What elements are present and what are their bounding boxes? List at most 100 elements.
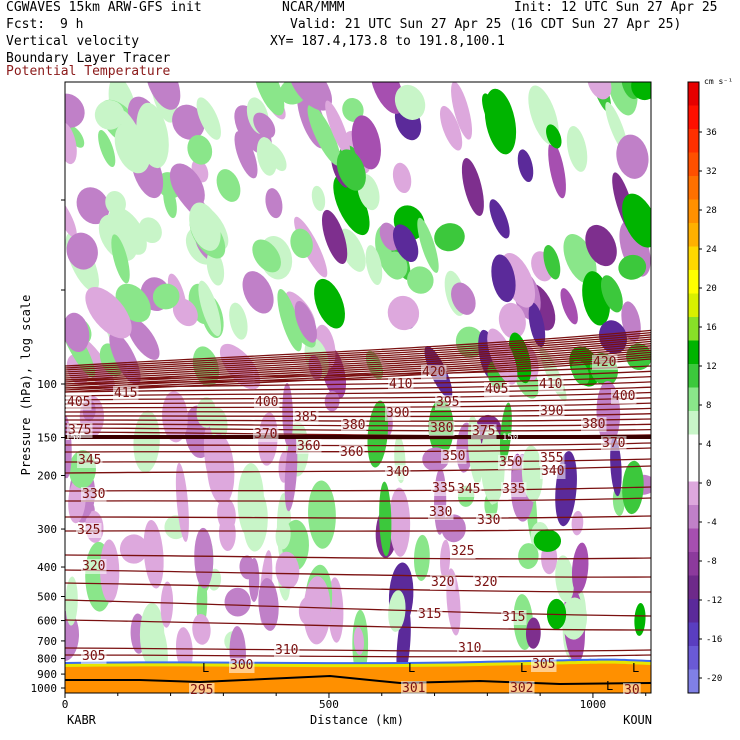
velocity-cell — [325, 100, 351, 157]
theta-label-bg — [441, 449, 467, 464]
colorbar-segment — [688, 105, 699, 130]
theta-label-bg — [435, 395, 461, 410]
theta-label: 345 — [78, 453, 101, 468]
theta-label: 400 — [255, 395, 278, 410]
colorbar-tick-label: -20 — [706, 674, 722, 684]
theta-contour — [65, 353, 651, 389]
theta-label-bg — [498, 455, 524, 470]
velocity-cell — [498, 302, 526, 339]
theta-label-bg — [293, 410, 319, 425]
theta-label-bg — [539, 404, 565, 419]
colorbar-segment — [688, 575, 699, 600]
velocity-cell — [196, 97, 221, 140]
velocity-cell — [392, 162, 412, 194]
velocity-cell — [482, 93, 502, 133]
right-endpoint-label: KOUN — [623, 713, 652, 727]
theta-label: 385 — [294, 410, 317, 425]
theta-label-bg — [76, 523, 102, 538]
theta-contour — [65, 340, 651, 377]
velocity-cell — [288, 82, 333, 111]
velocity-cell — [585, 224, 617, 267]
colorbar-segment — [688, 599, 699, 623]
theta-label: 310 — [458, 641, 481, 656]
y-tick-label: 900 — [37, 668, 57, 681]
field-vertical-velocity: Vertical velocity — [6, 34, 140, 49]
theta-label: 30 — [624, 683, 640, 698]
theta-label-bg — [417, 607, 443, 622]
theta-label-bg — [428, 505, 454, 520]
velocity-cell — [127, 317, 160, 360]
theta-contour — [65, 527, 651, 532]
colorbar-segment — [688, 246, 699, 271]
velocity-cell — [634, 603, 646, 636]
velocity-cell — [407, 266, 434, 294]
velocity-cell — [284, 433, 298, 512]
velocity-cell — [242, 271, 274, 314]
velocity-cell — [294, 301, 317, 343]
colorbar-segment — [688, 223, 699, 247]
colorbar-segment — [688, 129, 699, 153]
colorbar-segment — [688, 458, 699, 482]
theta-label: 320 — [474, 575, 497, 590]
velocity-cell — [169, 163, 205, 208]
velocity-cell — [571, 510, 584, 536]
theta-label: 410 — [389, 377, 412, 392]
velocity-cell — [543, 245, 561, 280]
theta-label: 350 — [442, 449, 465, 464]
theta-label: 330 — [82, 487, 105, 502]
theta-contour — [65, 407, 651, 413]
velocity-cell — [353, 627, 364, 655]
low-marker: L — [408, 661, 415, 675]
velocity-cell — [265, 188, 283, 219]
velocity-cell — [451, 82, 473, 140]
y-tick-label: 600 — [37, 615, 57, 628]
velocity-cell — [311, 185, 326, 212]
velocity-cell — [518, 543, 539, 569]
theta-label: 315 — [418, 607, 441, 622]
valid-time: Valid: 21 UTC Sun 27 Apr 25 (16 CDT Sun … — [290, 17, 682, 32]
theta-label: 420 — [593, 355, 616, 370]
velocity-cell — [517, 149, 534, 183]
theta-label-bg — [456, 482, 482, 497]
theta-label: 305 — [82, 649, 105, 664]
theta-label: 301 — [402, 681, 425, 696]
theta-contour — [65, 647, 651, 652]
colorbar-tick-label: 24 — [706, 245, 717, 255]
theta-label: 320 — [82, 559, 105, 574]
velocity-cell — [439, 105, 463, 151]
theta-contour — [65, 486, 651, 492]
velocity-cell — [314, 278, 345, 329]
velocity-cell — [145, 82, 181, 110]
velocity-cell — [489, 199, 510, 239]
theta-label: 315 — [502, 610, 525, 625]
velocity-cell — [600, 275, 623, 313]
velocity-cell — [275, 551, 300, 589]
colorbar-segment — [688, 270, 699, 294]
low-marker: L — [520, 661, 527, 675]
theta-label: 380 — [430, 421, 453, 436]
theta-contour — [65, 458, 651, 463]
theta-label-bg — [341, 418, 367, 433]
velocity-cell — [65, 122, 77, 165]
theta-contour — [65, 515, 651, 519]
model-title: CGWAVES 15km ARW-GFS init — [6, 0, 202, 15]
velocity-cell — [461, 158, 484, 217]
y-tick-label: 400 — [37, 561, 57, 574]
theta-contour — [65, 336, 651, 373]
x-tick-label: 0 — [62, 698, 69, 711]
velocity-cell — [417, 217, 439, 273]
colorbar-tick-label: -8 — [706, 557, 717, 567]
colorbar-segment — [688, 646, 699, 670]
theta-label: 340 — [541, 464, 564, 479]
theta-label: 420 — [422, 365, 445, 380]
theta-label-bg — [450, 544, 476, 559]
theta-label-bg — [81, 487, 107, 502]
velocity-cell — [234, 131, 258, 179]
theta-label: 405 — [67, 395, 90, 410]
x-tick-label: 500 — [319, 698, 339, 711]
theta-label-bg — [581, 417, 607, 432]
theta-contour — [65, 342, 651, 379]
velocity-cell — [441, 514, 466, 543]
theta-label-bg — [611, 389, 637, 404]
